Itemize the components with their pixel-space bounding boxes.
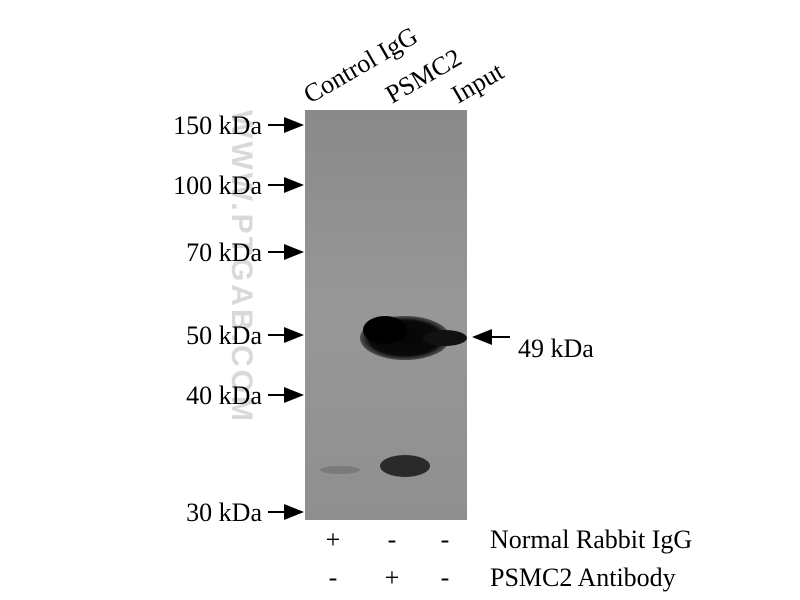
band: [380, 455, 430, 477]
condition-sign: -: [441, 525, 450, 554]
marker-label: 150 kDa: [173, 111, 262, 140]
marker-label: 100 kDa: [173, 171, 262, 200]
marker-label: 40 kDa: [186, 381, 262, 410]
condition-sign: -: [441, 563, 450, 592]
condition-sign: -: [388, 525, 397, 554]
blot-membrane: [305, 110, 467, 520]
condition-label: PSMC2 Antibody: [490, 563, 676, 592]
condition-sign: -: [329, 563, 338, 592]
marker-label: 70 kDa: [186, 238, 262, 267]
band-label: 49 kDa: [518, 334, 594, 363]
band: [363, 316, 407, 344]
marker-label: 30 kDa: [186, 498, 262, 527]
watermark: WWW.PTGAB.COM: [225, 110, 258, 424]
condition-label: Normal Rabbit IgG: [490, 525, 692, 554]
band: [423, 330, 467, 346]
band: [320, 466, 360, 474]
condition-sign: +: [385, 563, 400, 592]
condition-sign: +: [326, 525, 341, 554]
marker-label: 50 kDa: [186, 321, 262, 350]
